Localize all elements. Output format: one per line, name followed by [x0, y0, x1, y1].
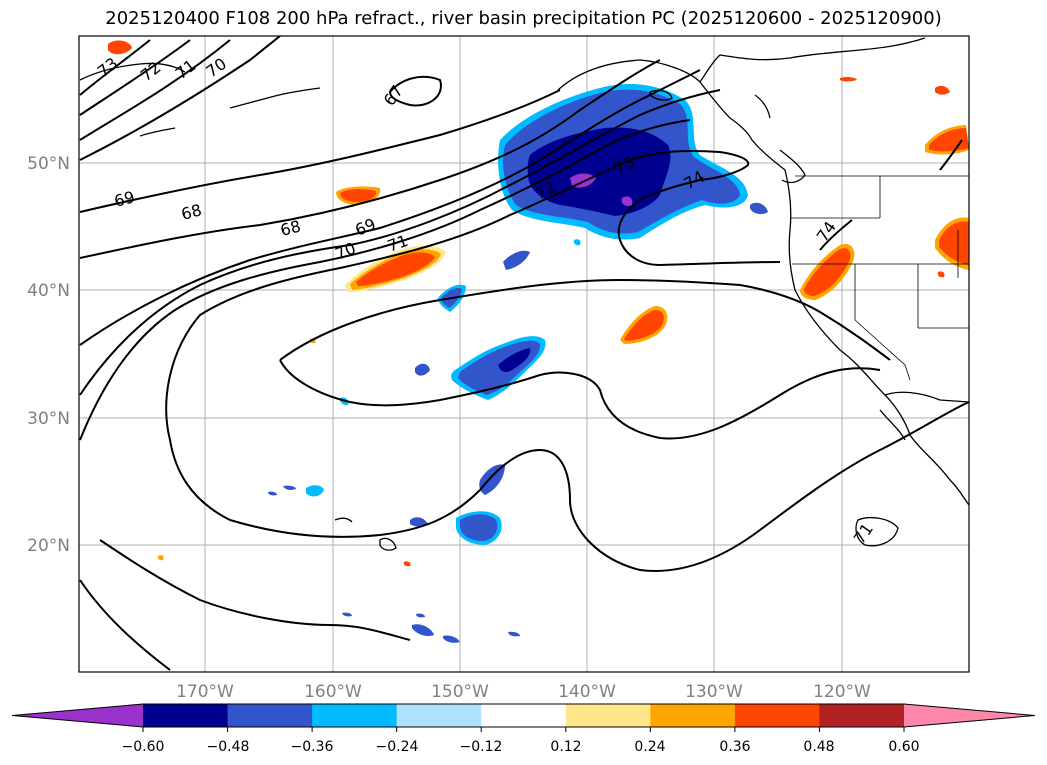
colorbar-tick-label: 0.24 [634, 739, 665, 755]
colorbar-extend-max [904, 704, 1035, 727]
colorbar-tick-label: −0.60 [122, 739, 165, 755]
lat-tick-40n: 40°N [27, 281, 70, 301]
colorbar-extend-min [12, 704, 143, 727]
state-borders [790, 175, 969, 381]
colorbar-segment [565, 704, 651, 727]
colorbar-tick-label: 0.48 [803, 739, 834, 755]
colorbar-segment [481, 704, 567, 727]
lat-tick-30n: 30°N [27, 409, 70, 429]
colorbar-segment [227, 704, 313, 727]
lon-tick-160w: 160°W [304, 682, 362, 702]
longitude-tick-labels: 170°W 160°W 150°W 140°W 130°W 120°W [176, 682, 871, 702]
lon-tick-120w: 120°W [813, 682, 871, 702]
lon-tick-140w: 140°W [558, 682, 616, 702]
contour-label-68b: 68 [278, 217, 302, 240]
map-title: 2025120400 F108 200 hPa refract., river … [105, 8, 942, 29]
colorbar-segment [143, 704, 229, 727]
map-frame [78, 35, 970, 673]
colorbar [11, 703, 1036, 732]
lon-tick-130w: 130°W [685, 682, 743, 702]
colorbar-segment [819, 704, 905, 727]
colorbar-segment [396, 704, 482, 727]
colorbar-tick-labels: −0.60 −0.48 −0.36 −0.24 −0.12 0.12 0.24 … [122, 739, 920, 755]
latitude-tick-labels: 50°N 40°N 30°N 20°N [27, 154, 70, 556]
colorbar-tick-label: −0.12 [460, 739, 503, 755]
negative-anomaly-regions [268, 84, 768, 643]
lon-tick-170w: 170°W [176, 682, 234, 702]
colorbar-segment [312, 704, 398, 727]
lat-tick-50n: 50°N [27, 154, 70, 174]
lat-tick-20n: 20°N [27, 536, 70, 556]
contour-label-69: 69 [112, 187, 137, 211]
contour-label-68: 68 [179, 200, 204, 224]
colorbar-tick-label: −0.24 [376, 739, 419, 755]
lon-tick-150w: 150°W [431, 682, 489, 702]
colorbar-tick-label: 0.12 [550, 739, 581, 755]
coastlines [79, 37, 969, 551]
colorbar-tick-label: −0.48 [207, 739, 250, 755]
colorbar-segment [734, 704, 820, 727]
refractivity-contours [79, 36, 969, 671]
colorbar-tick-label: 0.60 [888, 739, 919, 755]
colorbar-segment [650, 704, 736, 727]
positive-anomaly-regions [108, 40, 969, 567]
colorbar-tick-label: −0.36 [291, 739, 334, 755]
colorbar-tick-label: 0.36 [719, 739, 750, 755]
